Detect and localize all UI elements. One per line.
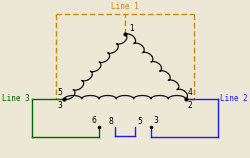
Text: 3: 3 [153, 116, 158, 125]
Text: 5: 5 [58, 88, 62, 97]
Text: 4: 4 [188, 88, 192, 97]
Text: Line 3: Line 3 [2, 94, 30, 103]
Text: 5: 5 [137, 117, 142, 126]
Text: 3: 3 [58, 101, 62, 110]
Text: 6: 6 [92, 116, 97, 125]
Text: 1: 1 [129, 24, 134, 33]
Text: 8: 8 [108, 117, 113, 126]
Text: Line 1: Line 1 [111, 2, 139, 11]
Text: 2: 2 [188, 101, 192, 110]
Text: Line 2: Line 2 [220, 94, 248, 103]
